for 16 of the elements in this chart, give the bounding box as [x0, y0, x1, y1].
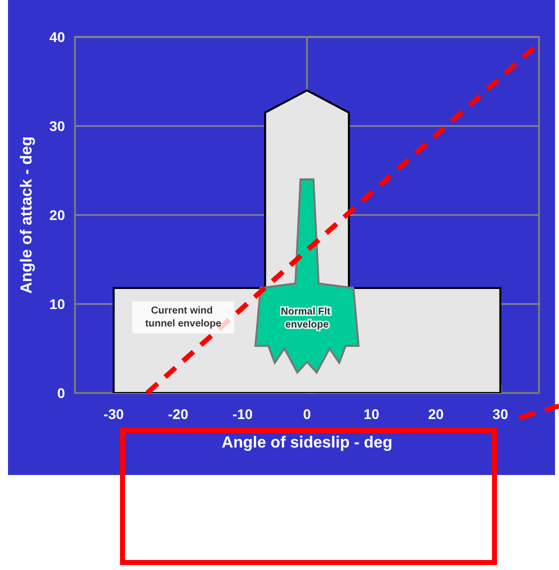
- x-axis-title: Angle of sideslip - deg: [222, 434, 392, 452]
- y-tick-label: 20: [49, 207, 66, 223]
- y-tick-label: 10: [49, 296, 66, 312]
- x-tick-label: 20: [428, 406, 444, 422]
- y-tick-label: 30: [49, 118, 66, 134]
- x-tick-label: 30: [492, 406, 508, 422]
- series-label: Normal Flt envelope: [280, 306, 334, 330]
- y-tick-label: 40: [49, 29, 66, 45]
- x-tick-label: 0: [303, 406, 312, 422]
- x-tick-label: -30: [104, 406, 124, 422]
- y-tick-label: 0: [57, 385, 66, 401]
- series-label: Current wind tunnel envelope: [145, 305, 222, 330]
- x-tick-label: -20: [168, 406, 188, 422]
- x-tick-label: -10: [232, 406, 253, 422]
- y-axis-title: Angle of attack - deg: [18, 136, 36, 294]
- x-tick-label: 10: [364, 406, 380, 422]
